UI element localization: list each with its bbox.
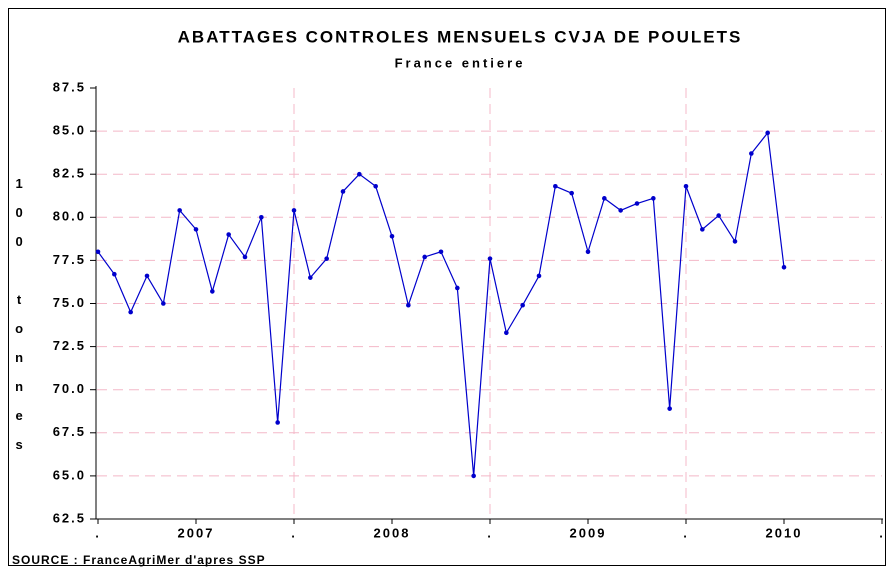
data-point [259,215,264,220]
chart-title: ABATTAGES CONTROLES MENSUELS CVJA DE POU… [178,27,743,46]
data-point [667,406,672,411]
data-point [422,254,427,260]
data-point [308,275,313,280]
data-point [520,302,525,308]
data-point [177,208,182,213]
y-tick-label: 65.0 [53,467,86,482]
data-point [95,249,101,255]
x-tick-label: . [879,525,885,540]
data-point [340,189,346,194]
y-tick-label: 87.5 [53,79,86,94]
data-point [781,264,787,270]
data-point [536,273,542,279]
y-tick-label: 80.0 [53,209,86,224]
y-tick-label: 82.5 [53,166,86,181]
data-point [112,271,117,277]
data-point [438,249,444,255]
data-point [406,302,411,308]
y-tick-label: 77.5 [53,252,86,267]
data-point [373,183,378,189]
x-tick-label: . [291,525,297,540]
data-point [471,473,476,479]
data-point [602,196,607,201]
data-point [618,208,623,213]
data-point [128,309,133,315]
data-point [226,232,231,237]
data-point [585,249,591,255]
data-point [749,151,754,156]
x-tick-label: . [95,525,101,540]
data-point [357,171,362,177]
data-point [210,289,215,294]
series-line [97,131,785,476]
source: SOURCE : FranceAgriMer d'apres SSP [12,553,266,567]
y-tick-label: 70.0 [53,381,86,396]
x-tick-label: 2009 [570,525,607,540]
data-point [504,330,509,336]
data-point [242,254,248,260]
data-point [144,273,150,279]
data-point [651,196,656,201]
x-tick-label: . [683,525,689,540]
data-point [324,256,329,261]
y-tick-label: 62.5 [53,510,86,525]
chart-subtitle: France entiere [395,55,526,70]
data-point [161,301,166,306]
data-point [455,285,460,291]
x-tick-label: . [487,525,493,540]
data-point [193,227,199,232]
x-tick-label: 2007 [178,525,215,540]
y-tick-label: 75.0 [53,295,86,310]
data-point [700,227,705,232]
data-point [569,190,574,196]
y-tick-label: 67.5 [53,424,86,439]
x-tick-label: 2010 [766,525,803,540]
data-point [553,183,558,189]
data-point [275,420,280,425]
data-point [716,213,721,218]
x-tick-label: 2008 [374,525,411,540]
frame [8,8,886,566]
data-point [487,256,493,261]
data-point [765,130,770,136]
y-tick-label: 72.5 [53,338,86,353]
data-point [683,183,689,189]
data-point [634,201,640,206]
y-axis-label: 100 tonnes [12,176,27,466]
data-point [291,208,297,213]
y-tick-label: 85.0 [53,123,86,138]
data-point [389,233,395,239]
data-point [732,239,738,244]
